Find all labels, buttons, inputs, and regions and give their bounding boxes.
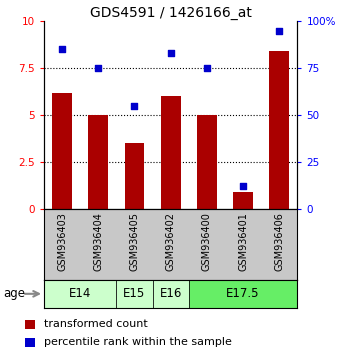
Bar — [161, 96, 180, 209]
Text: E16: E16 — [160, 287, 182, 300]
Bar — [116, 280, 152, 308]
Bar — [25, 320, 35, 329]
Point — [132, 103, 137, 108]
Text: GSM936406: GSM936406 — [274, 212, 284, 271]
Text: E17.5: E17.5 — [226, 287, 260, 300]
Point — [59, 47, 65, 52]
Text: GSM936403: GSM936403 — [57, 212, 67, 271]
Text: GSM936404: GSM936404 — [93, 212, 103, 271]
Text: transformed count: transformed count — [44, 319, 148, 329]
Point — [168, 50, 173, 56]
Text: E15: E15 — [123, 287, 146, 300]
Text: GSM936400: GSM936400 — [202, 212, 212, 271]
Bar — [25, 338, 35, 347]
Point — [96, 65, 101, 71]
Bar — [44, 280, 116, 308]
Bar — [233, 192, 253, 209]
Bar — [124, 143, 144, 209]
Text: percentile rank within the sample: percentile rank within the sample — [44, 337, 232, 348]
Title: GDS4591 / 1426166_at: GDS4591 / 1426166_at — [90, 6, 251, 20]
Point — [276, 28, 282, 33]
Bar — [88, 115, 108, 209]
Text: age: age — [3, 287, 25, 300]
Text: GSM936405: GSM936405 — [129, 212, 140, 272]
Bar — [189, 280, 297, 308]
Text: GSM936402: GSM936402 — [166, 212, 176, 272]
Bar — [152, 280, 189, 308]
Bar — [269, 51, 289, 209]
Text: GSM936401: GSM936401 — [238, 212, 248, 271]
Point — [204, 65, 210, 71]
Point — [240, 183, 246, 189]
Bar — [52, 92, 72, 209]
Text: E14: E14 — [69, 287, 91, 300]
Bar — [197, 115, 217, 209]
